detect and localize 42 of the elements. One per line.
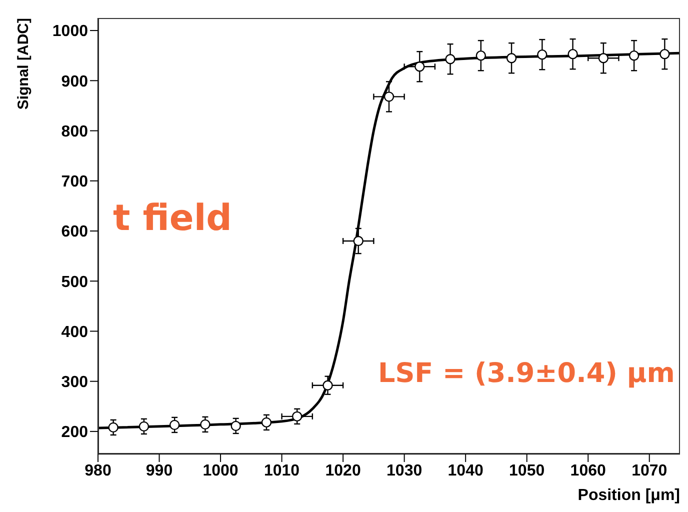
point bbox=[138, 421, 150, 432]
point bbox=[261, 417, 272, 428]
y-tick-label: 300 bbox=[61, 374, 88, 392]
y-tick-label: 800 bbox=[61, 123, 88, 140]
point bbox=[598, 52, 609, 64]
point bbox=[628, 50, 640, 61]
point bbox=[506, 52, 517, 64]
point bbox=[230, 420, 241, 432]
point bbox=[200, 419, 210, 430]
y-tick-label: 700 bbox=[61, 174, 88, 191]
x-tick-label: 1020 bbox=[325, 462, 361, 480]
y-axis-title: Signal [ADC] bbox=[15, 18, 32, 110]
x-tick-label: 1050 bbox=[509, 462, 545, 480]
x-tick-label: 980 bbox=[84, 462, 112, 480]
point bbox=[445, 54, 456, 64]
x-tick-label: 990 bbox=[146, 462, 173, 480]
y-tick-label: 500 bbox=[61, 274, 88, 291]
x-tick-label: 1070 bbox=[632, 462, 668, 480]
x-tick-label: 1010 bbox=[264, 462, 300, 480]
point bbox=[537, 49, 548, 60]
point bbox=[292, 411, 302, 422]
point bbox=[414, 62, 425, 72]
point bbox=[169, 420, 180, 430]
y-tick-label: 1000 bbox=[52, 23, 88, 40]
y-tick-label: 200 bbox=[61, 424, 88, 442]
point bbox=[108, 422, 118, 433]
y-tick-label: 600 bbox=[61, 224, 88, 241]
point bbox=[476, 50, 486, 61]
point bbox=[353, 236, 364, 246]
x-axis-title: Position [μm] bbox=[578, 487, 680, 504]
x-tick-label: 1040 bbox=[448, 462, 484, 480]
point bbox=[322, 380, 333, 390]
x-tick-label: 1030 bbox=[386, 462, 422, 480]
annotation: LSF = (3.9±0.4) µm bbox=[378, 358, 675, 389]
annotation: t field bbox=[113, 198, 232, 239]
y-tick-label: 400 bbox=[61, 324, 88, 341]
x-tick-label: 1000 bbox=[202, 462, 238, 480]
point bbox=[568, 48, 578, 60]
point bbox=[384, 92, 394, 102]
y-tick-label: 900 bbox=[61, 73, 88, 90]
x-tick-label: 1060 bbox=[570, 462, 606, 480]
point bbox=[660, 48, 670, 60]
